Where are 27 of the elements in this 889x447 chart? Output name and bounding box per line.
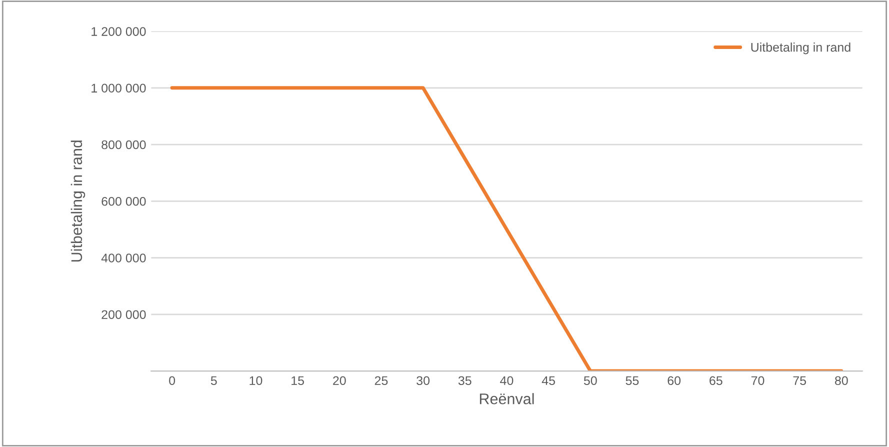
x-tick-label: 75 (793, 376, 806, 386)
y-tick-label: 1 000 000 (92, 84, 146, 93)
y-tick-label: 1 200 000 (92, 27, 146, 36)
x-tick-label: 20 (333, 376, 346, 386)
y-tick-label: 200 000 (102, 310, 146, 320)
y-tick-label: 600 000 (102, 196, 146, 206)
legend-label: Uitbetaling in rand (751, 42, 850, 54)
x-tick-label: 25 (374, 376, 388, 386)
x-tick-label: 50 (584, 376, 597, 386)
x-tick-label: 45 (542, 376, 555, 386)
y-axis-title: Uitbetaling in rand (70, 140, 86, 262)
x-tick-label: 60 (668, 376, 681, 386)
x-tick-label: 70 (751, 376, 764, 386)
x-tick-label: 40 (500, 376, 514, 386)
x-tick-label: 0 (169, 376, 176, 386)
x-tick-label: 30 (416, 376, 430, 386)
y-tick-label: 800 000 (102, 140, 146, 150)
x-tick-label: 65 (710, 376, 722, 386)
x-tick-label: 15 (292, 376, 304, 386)
x-axis-title: Reënval (480, 393, 534, 404)
x-tick-label: 5 (210, 376, 217, 386)
line-series (170, 86, 844, 372)
x-tick-label: 55 (626, 376, 639, 386)
x-tick-label: 35 (458, 376, 472, 386)
x-tick-label: 80 (835, 376, 848, 386)
y-tick-label: 400 000 (101, 254, 146, 262)
x-tick-label: 10 (250, 376, 262, 386)
